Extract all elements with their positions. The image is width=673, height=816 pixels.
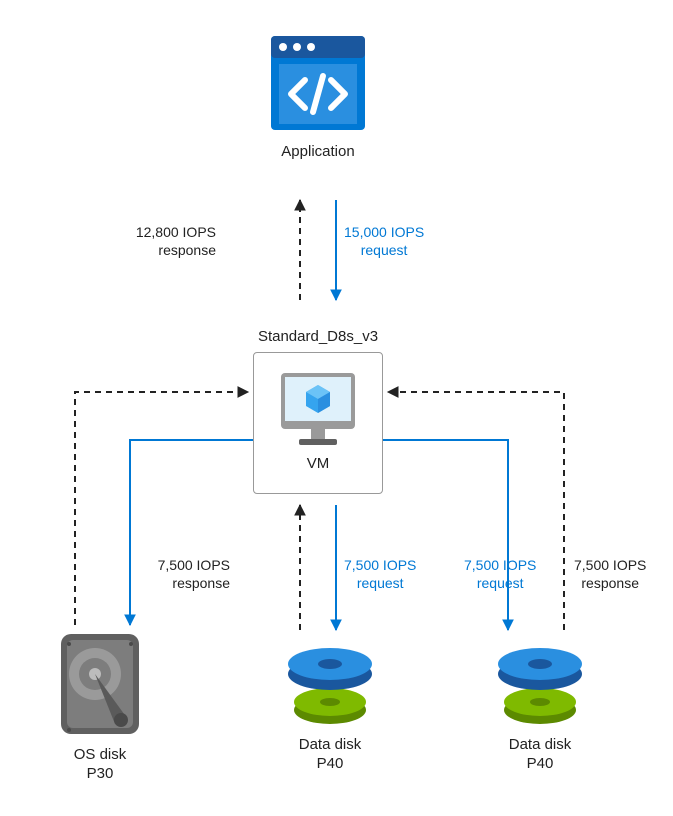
- edge-dd2-request-label: 7,500 IOPS request: [464, 557, 536, 592]
- edge-dd2-request: [383, 440, 508, 630]
- disk-stack-icon: [490, 640, 590, 730]
- data-disk-1-node: [280, 640, 380, 730]
- data-disk-2-label-l1: Data disk: [509, 736, 572, 753]
- edge-osdisk-request: [130, 440, 253, 625]
- edge-dd2-response-label: 7,500 IOPS response: [574, 557, 646, 592]
- data-disk-1-label: Data disk P40: [260, 736, 400, 774]
- app-window-icon: [265, 30, 371, 136]
- data-disk-2-node: [490, 640, 590, 730]
- data-disk-2-label: Data disk P40: [470, 736, 610, 774]
- edge-dd1-request-label: 7,500 IOPS request: [344, 557, 416, 592]
- edge-app-request-label: 15,000 IOPS request: [344, 224, 424, 259]
- os-disk-label: OS disk P30: [30, 746, 170, 784]
- os-disk-label-l2: P30: [87, 765, 114, 782]
- data-disk-1-label-l2: P40: [317, 755, 344, 772]
- vm-inner-label: VM: [307, 455, 330, 472]
- os-disk-label-l1: OS disk: [74, 746, 127, 763]
- edge-dd1-response-label: 7,500 IOPS response: [158, 557, 230, 592]
- disk-stack-icon: [280, 640, 380, 730]
- application-label: Application: [248, 143, 388, 162]
- hdd-icon: [55, 630, 145, 740]
- edge-app-response-label: 12,800 IOPS response: [136, 224, 216, 259]
- vm-title: Standard_D8s_v3: [248, 328, 388, 347]
- vm-node: VM: [253, 352, 383, 494]
- data-disk-1-label-l1: Data disk: [299, 736, 362, 753]
- os-disk-node: [55, 630, 145, 740]
- application-node: [265, 30, 371, 136]
- edge-dd2-response: [388, 392, 564, 630]
- vm-monitor-icon: [277, 371, 359, 447]
- data-disk-2-label-l2: P40: [527, 755, 554, 772]
